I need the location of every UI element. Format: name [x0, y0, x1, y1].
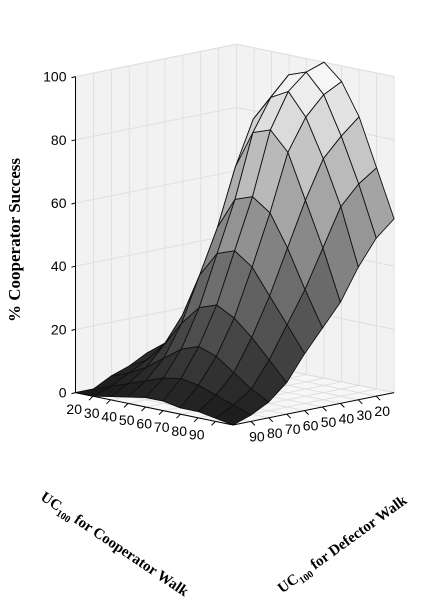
z-tick-mark: [71, 76, 76, 79]
surface: [75, 61, 395, 426]
x-tick-mark: [141, 406, 146, 412]
y-tick-label: 60: [303, 418, 319, 434]
x-tick-mark: [176, 413, 181, 419]
x-tick-mark: [158, 410, 164, 415]
y-tick-mark: [357, 399, 363, 405]
x-tick-mark: [193, 417, 199, 423]
y-tick-label: 80: [267, 425, 283, 441]
y-tick-label: 30: [357, 407, 373, 423]
y-tick-label: 90: [249, 428, 265, 444]
x-tick-label: 40: [101, 408, 117, 424]
z-tick-mark: [71, 265, 76, 268]
x-tick-label: 70: [154, 419, 170, 435]
x-tick-label: 20: [66, 401, 82, 417]
x-tick-mark: [123, 403, 129, 408]
x-tick-label: 80: [171, 423, 187, 439]
y-tick-mark: [250, 421, 256, 426]
z-tick-label: 20: [51, 321, 67, 337]
y-tick-mark: [375, 395, 381, 401]
y-tick-label: 20: [374, 403, 390, 419]
x-tick-mark: [106, 399, 111, 405]
x-tick-label: 30: [84, 405, 100, 421]
z-tick-mark: [71, 139, 76, 142]
x-tick-label: 60: [136, 416, 152, 432]
x-axis-line: [75, 392, 234, 426]
y-tick-label: 70: [285, 421, 301, 437]
z-tick-label: 100: [43, 69, 67, 85]
axis-lines: [71, 76, 395, 426]
z-tick-label: 0: [59, 385, 67, 401]
y-axis-title: UC100 for Defector Walk: [275, 492, 412, 599]
y-tick-mark: [286, 413, 292, 419]
x-axis-title: UC100 for Cooperator Walk: [36, 489, 192, 600]
y-tick-mark: [304, 410, 309, 415]
y-tick-mark: [268, 417, 274, 423]
y-axis-line: [232, 392, 395, 426]
y-tick-label: 50: [321, 414, 337, 430]
y-tick-mark: [322, 406, 327, 412]
x-tick-label: 90: [189, 426, 205, 442]
x-tick-mark: [88, 395, 94, 401]
z-tick-mark: [71, 328, 76, 331]
y-tick-mark: [340, 403, 345, 408]
z-tick-label: 40: [51, 258, 67, 274]
z-tick-mark: [71, 392, 76, 395]
y-tick-label: 40: [339, 410, 355, 426]
x-tick-label: 50: [119, 412, 135, 428]
z-axis-title: % Cooperator Success: [5, 158, 24, 322]
z-tick-mark: [71, 202, 76, 205]
z-tick-label: 80: [51, 132, 67, 148]
x-tick-mark: [211, 421, 216, 426]
z-tick-label: 60: [51, 195, 67, 211]
